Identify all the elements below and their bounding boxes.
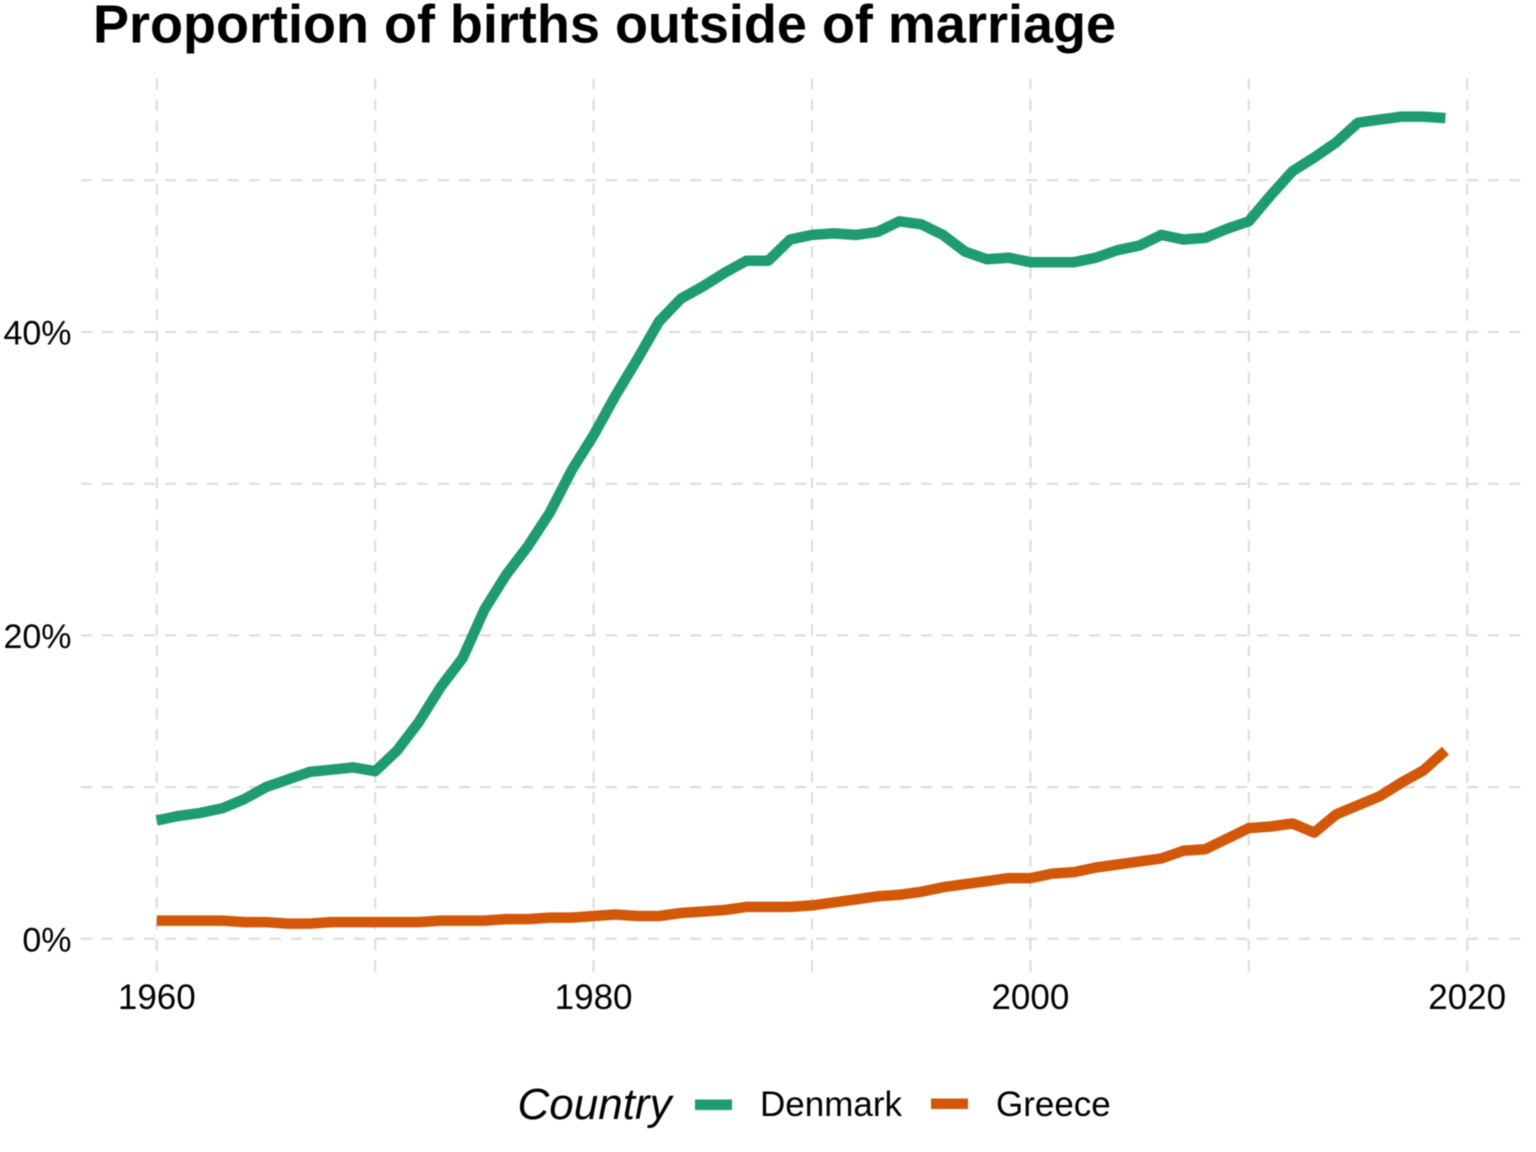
svg-text:Denmark: Denmark: [760, 1085, 902, 1124]
svg-text:Greece: Greece: [996, 1085, 1111, 1124]
svg-text:20%: 20%: [3, 618, 71, 656]
svg-text:40%: 40%: [3, 315, 71, 353]
svg-text:Country: Country: [518, 1080, 675, 1129]
svg-text:Proportion of births outside o: Proportion of births outside of marriage: [93, 0, 1116, 55]
svg-text:0%: 0%: [22, 922, 71, 960]
svg-text:1960: 1960: [118, 978, 196, 1017]
svg-text:2020: 2020: [1428, 978, 1506, 1017]
svg-text:2000: 2000: [991, 978, 1069, 1017]
svg-text:1980: 1980: [555, 978, 633, 1017]
